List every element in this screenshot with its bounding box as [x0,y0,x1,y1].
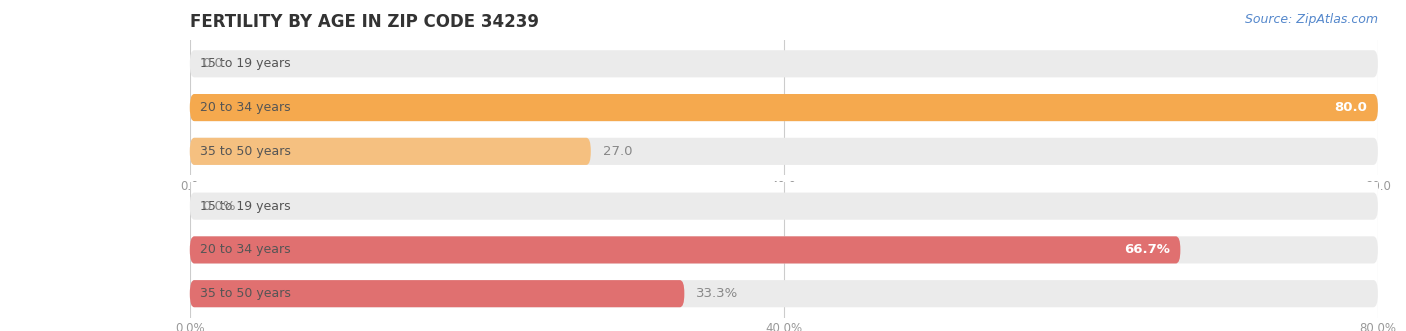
FancyBboxPatch shape [190,94,1378,121]
Text: 66.7%: 66.7% [1123,243,1170,257]
Text: 80.0: 80.0 [1334,101,1368,114]
Text: FERTILITY BY AGE IN ZIP CODE 34239: FERTILITY BY AGE IN ZIP CODE 34239 [190,13,538,31]
FancyBboxPatch shape [190,138,591,165]
Text: 15 to 19 years: 15 to 19 years [200,57,291,70]
FancyBboxPatch shape [190,193,1378,220]
FancyBboxPatch shape [190,138,1378,165]
Text: 33.3%: 33.3% [696,287,738,300]
FancyBboxPatch shape [190,236,1378,263]
FancyBboxPatch shape [190,236,1181,263]
Text: 27.0: 27.0 [603,145,633,158]
Text: 20 to 34 years: 20 to 34 years [200,243,291,257]
Text: 35 to 50 years: 35 to 50 years [200,145,291,158]
Text: 0.0: 0.0 [201,57,222,70]
FancyBboxPatch shape [190,280,685,307]
Text: 15 to 19 years: 15 to 19 years [200,200,291,213]
Text: 0.0%: 0.0% [201,200,235,213]
FancyBboxPatch shape [190,280,1378,307]
Text: Source: ZipAtlas.com: Source: ZipAtlas.com [1244,13,1378,26]
Text: 35 to 50 years: 35 to 50 years [200,287,291,300]
FancyBboxPatch shape [190,94,1378,121]
FancyBboxPatch shape [190,50,1378,77]
Text: 20 to 34 years: 20 to 34 years [200,101,291,114]
